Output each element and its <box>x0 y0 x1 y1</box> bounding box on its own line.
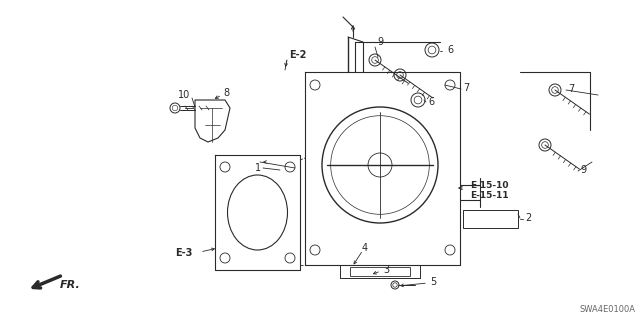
Text: 9: 9 <box>377 37 383 47</box>
Text: 6: 6 <box>428 97 434 107</box>
Text: SWA4E0100A: SWA4E0100A <box>579 305 635 314</box>
Text: 2: 2 <box>525 213 531 223</box>
Text: E-3: E-3 <box>175 248 193 258</box>
Text: 6: 6 <box>447 45 453 55</box>
Text: 8: 8 <box>223 88 229 98</box>
Text: E-15-11: E-15-11 <box>470 191 509 201</box>
Text: 10: 10 <box>178 90 190 100</box>
Text: 1: 1 <box>255 163 261 173</box>
Bar <box>463 210 518 228</box>
Bar <box>350 267 410 276</box>
Text: 3: 3 <box>383 265 389 275</box>
Text: 5: 5 <box>430 277 436 287</box>
Text: E-2: E-2 <box>289 50 307 60</box>
Text: 7: 7 <box>463 83 469 93</box>
Text: 9: 9 <box>580 165 586 175</box>
Text: 7: 7 <box>568 84 574 94</box>
Text: 4: 4 <box>362 243 368 253</box>
Text: FR.: FR. <box>60 280 81 290</box>
Text: E-15-10: E-15-10 <box>470 181 509 189</box>
